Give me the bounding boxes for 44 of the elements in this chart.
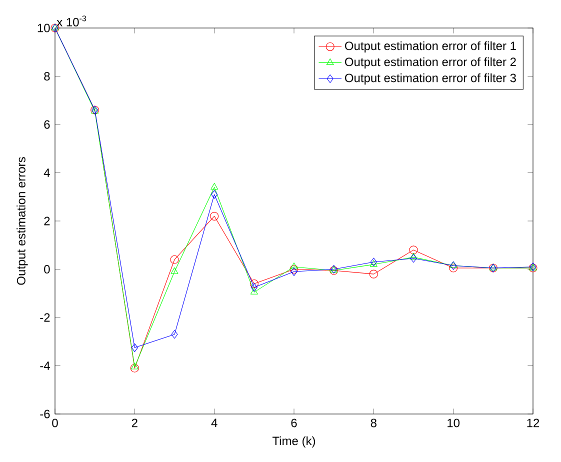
legend-label: Output estimation error of filter 2 [344,57,516,69]
point [170,255,179,264]
y-tick-label: 10 [38,24,50,32]
x-tick-label: 12 [527,418,540,428]
point [370,260,378,267]
point [250,279,258,288]
point [290,267,298,276]
y-tick-label: 6 [44,120,50,129]
point [409,246,418,254]
point [210,182,218,190]
y-tick-label: 0 [44,265,50,274]
point [410,252,418,260]
x-tick-label: 6 [291,418,297,428]
point [130,364,139,372]
x-axis-title: Time (k) [272,436,316,448]
x-tick-label: 8 [370,418,376,428]
point [250,283,258,292]
legend-label: Output estimation error of filter 3 [344,73,516,85]
y-axis-title: Output estimation errors [16,157,28,285]
point [290,264,298,274]
y-tick-label: -2 [40,313,50,322]
point [370,258,377,266]
point [130,362,138,370]
y-tick-label: 2 [44,216,50,226]
point [410,254,417,263]
y-tick-label: 8 [44,72,50,81]
point [210,212,219,220]
point [369,270,378,278]
point [449,264,458,272]
text: x 10$^{-3}$ [56,16,86,26]
point [211,190,218,199]
point [250,288,258,294]
y-tick-label: 4 [44,168,50,177]
x-tick-label: 10 [448,418,460,428]
point [170,267,178,274]
x-tick-label: 2 [132,418,138,428]
point [131,343,138,352]
x-tick-label: 0 [52,418,58,428]
y-tick-label: -4 [40,362,50,370]
point [290,262,298,270]
legend-label: Output estimation error of filter 1 [344,41,516,53]
point [171,330,178,339]
x-tick-label: 4 [211,418,218,427]
y-tick-label: -6 [40,410,50,418]
